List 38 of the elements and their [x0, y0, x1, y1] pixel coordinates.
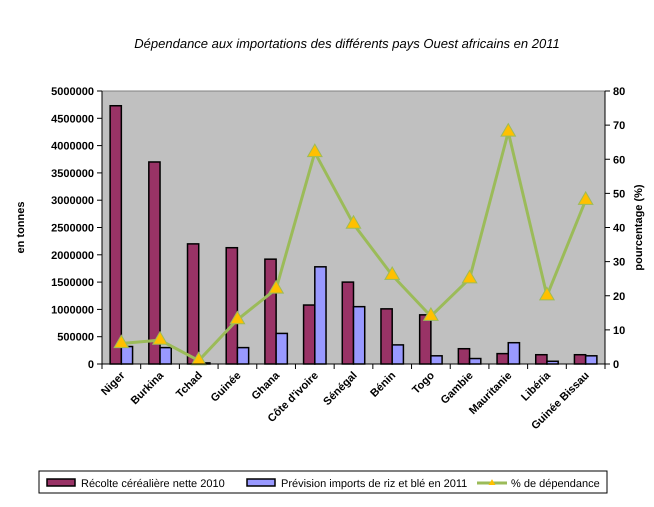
- point: [114, 334, 130, 348]
- legend-label: % de dépendance: [511, 478, 600, 490]
- y2-tick-label: 10: [613, 324, 626, 337]
- point: [578, 191, 594, 205]
- y-tick-label: 3500000: [51, 168, 94, 180]
- point: [307, 144, 323, 158]
- y2-tick-label: 80: [613, 86, 626, 98]
- y-tick-label: 2500000: [51, 222, 94, 234]
- y2-tick-label: 60: [613, 154, 626, 166]
- y2-tick-label: 20: [613, 290, 626, 303]
- y-tick-label: 1500000: [51, 277, 94, 290]
- y2-tick-label: 30: [613, 256, 626, 269]
- point: [230, 310, 246, 324]
- y2-axis-title: pourcentage (%): [633, 184, 645, 271]
- y2-tick-label: 0: [613, 359, 620, 371]
- point: [500, 123, 516, 137]
- y-tick-label: 2000000: [51, 250, 94, 262]
- y-tick-label: 4000000: [51, 140, 94, 153]
- chart-title: Dépendance aux importations des différents pays Ouest africains en 2011: [134, 36, 560, 51]
- point: [346, 215, 362, 229]
- point: [539, 286, 555, 300]
- y-tick-label: 0: [88, 359, 94, 371]
- legend-label: Récolte céréalière nette 2010: [81, 478, 225, 490]
- point: [384, 266, 400, 280]
- point: [268, 280, 284, 294]
- legend-label: Prévision imports de riz et blé en 2011: [281, 478, 468, 490]
- y2-tick-label: 50: [613, 188, 626, 200]
- point: [462, 270, 478, 284]
- y-tick-label: 1000000: [51, 304, 94, 316]
- y-tick-label: 3000000: [51, 195, 94, 208]
- y-tick-label: 5000000: [51, 86, 94, 98]
- y2-tick-label: 40: [613, 222, 626, 234]
- y-axis-title: en tonnes: [15, 202, 27, 254]
- point: [152, 331, 168, 345]
- y2-tick-label: 70: [613, 120, 626, 132]
- point: [423, 307, 439, 321]
- y-tick-label: 4500000: [51, 113, 94, 126]
- y-tick-label: 500000: [57, 332, 94, 344]
